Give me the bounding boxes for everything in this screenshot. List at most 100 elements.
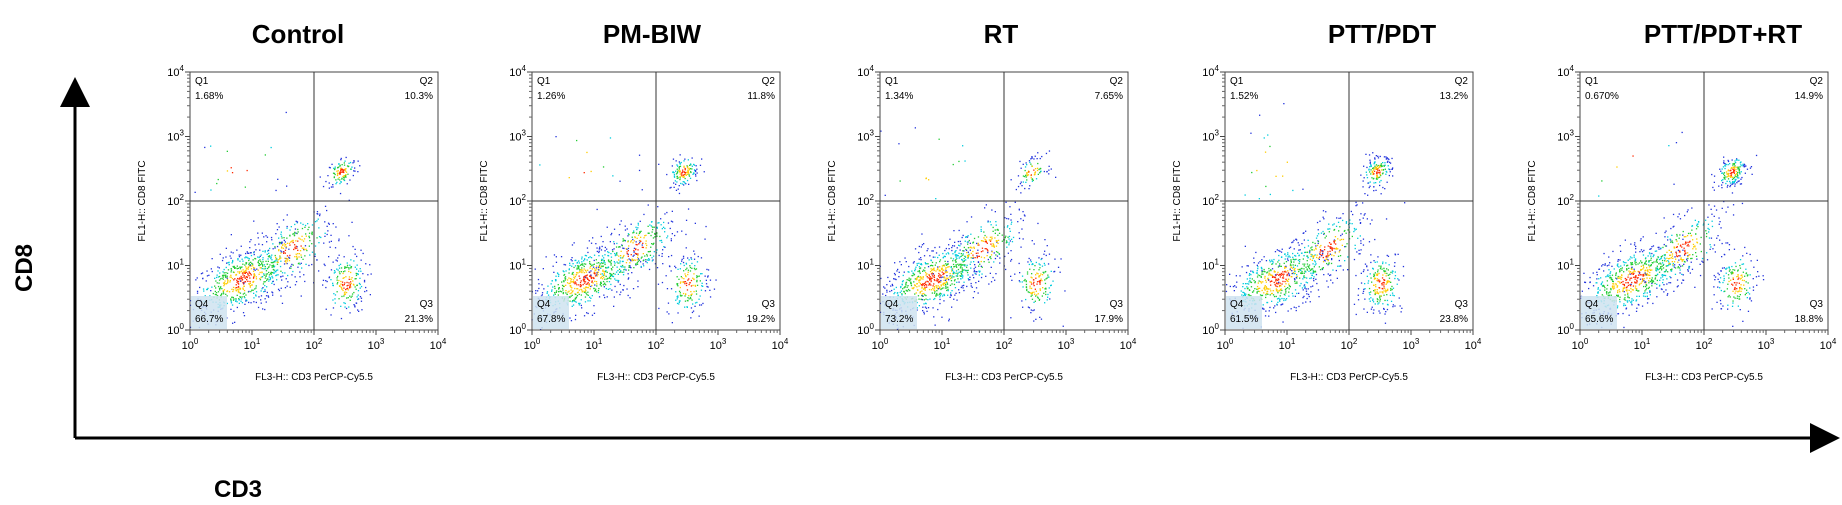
scatter-point xyxy=(647,225,649,227)
scatter-point xyxy=(679,294,682,296)
scatter-point xyxy=(995,224,997,226)
scatter-point xyxy=(997,229,999,231)
scatter-point xyxy=(359,296,362,298)
scatter-point xyxy=(631,236,633,238)
scatter-point xyxy=(704,275,706,277)
scatter-point xyxy=(933,276,936,278)
scatter-point xyxy=(629,265,631,267)
scatter-point xyxy=(1037,297,1039,299)
scatter-point xyxy=(330,186,333,188)
panel-3: RT100100101101102102103103104104Q11.34%Q… xyxy=(827,19,1137,383)
scatter-point xyxy=(1378,176,1381,178)
scatter-point xyxy=(328,187,330,189)
scatter-point xyxy=(343,177,345,179)
scatter-point xyxy=(1302,263,1304,265)
scatter-point xyxy=(699,295,701,297)
scatter-point xyxy=(1365,153,1367,155)
scatter-point xyxy=(246,267,248,269)
scatter-point xyxy=(557,294,559,296)
scatter-point xyxy=(285,247,287,249)
scatter-point xyxy=(930,277,932,279)
scatter-point xyxy=(1048,150,1051,152)
scatter-point xyxy=(233,265,235,268)
scatter-point xyxy=(683,174,685,176)
scatter-point xyxy=(573,242,575,244)
scatter-point xyxy=(1043,253,1045,255)
scatter-point xyxy=(637,286,639,288)
scatter-point xyxy=(1017,221,1019,223)
scatter-point xyxy=(1048,253,1051,255)
scatter-point xyxy=(693,267,696,269)
scatter-point xyxy=(1285,283,1287,285)
scatter-point xyxy=(1362,270,1365,273)
scatter-point xyxy=(1300,252,1303,254)
scatter-point xyxy=(1248,295,1251,297)
scatter-point xyxy=(1362,186,1364,188)
scatter-point xyxy=(1312,268,1314,270)
scatter-point xyxy=(225,283,228,285)
scatter-point xyxy=(976,255,978,257)
scatter-point xyxy=(243,295,245,298)
scatter-point xyxy=(253,268,255,270)
scatter-point xyxy=(1386,171,1388,173)
scatter-point xyxy=(953,298,955,300)
scatter-point xyxy=(625,248,627,250)
scatter-point xyxy=(920,263,922,265)
scatter-point xyxy=(899,261,901,263)
scatter-point xyxy=(318,236,321,238)
scatter-point xyxy=(1337,265,1339,267)
scatter-point xyxy=(978,270,980,272)
scatter-point xyxy=(1328,242,1331,244)
scatter-point xyxy=(944,271,946,273)
scatter-point xyxy=(628,245,630,247)
scatter-point xyxy=(572,300,574,302)
scatter-point xyxy=(1257,290,1259,292)
scatter-point xyxy=(591,280,593,282)
scatter-point xyxy=(963,289,965,292)
scatter-point xyxy=(669,227,671,230)
scatter-point xyxy=(352,174,354,177)
scatter-point xyxy=(692,173,694,175)
scatter-point xyxy=(690,163,692,165)
scatter-point xyxy=(989,272,991,274)
scatter-point xyxy=(360,249,362,251)
scatter-point xyxy=(1245,271,1248,274)
scatter-point xyxy=(1025,286,1028,288)
scatter-point xyxy=(676,231,679,233)
scatter-point xyxy=(1317,242,1319,245)
scatter-point xyxy=(279,255,281,257)
scatter-point xyxy=(985,248,988,250)
scatter-point xyxy=(1325,258,1327,261)
scatter-point xyxy=(1382,162,1384,164)
scatter-point xyxy=(557,284,559,286)
scatter-point xyxy=(982,240,984,242)
scatter-point xyxy=(1369,162,1371,164)
scatter-point xyxy=(583,272,585,274)
scatter-point xyxy=(930,284,932,286)
scatter-point xyxy=(565,292,567,294)
scatter-point xyxy=(281,241,283,244)
scatter-point xyxy=(1393,295,1395,297)
scatter-point xyxy=(688,283,690,286)
scatter-point xyxy=(1391,288,1393,291)
scatter-point xyxy=(610,261,612,263)
scatter-point xyxy=(258,264,260,266)
x-axis-label: FL3-H:: CD3 PerCP-Cy5.5 xyxy=(255,372,373,383)
scatter-point xyxy=(245,252,247,255)
scatter-point xyxy=(275,259,277,261)
scatter-point xyxy=(1275,288,1277,290)
scatter-point xyxy=(962,254,964,256)
scatter-point xyxy=(1303,275,1305,277)
scatter-point xyxy=(337,166,339,169)
scatter-point xyxy=(962,253,964,255)
scatter-point xyxy=(248,283,251,285)
scatter-point xyxy=(336,268,338,270)
scatter-point xyxy=(582,280,585,282)
scatter-point xyxy=(1272,261,1274,263)
scatter-point xyxy=(643,213,645,216)
scatter-point xyxy=(360,259,362,261)
scatter-point xyxy=(606,226,608,228)
scatter-point xyxy=(1364,288,1366,290)
scatter-point xyxy=(1336,277,1338,279)
scatter-point xyxy=(298,253,301,255)
